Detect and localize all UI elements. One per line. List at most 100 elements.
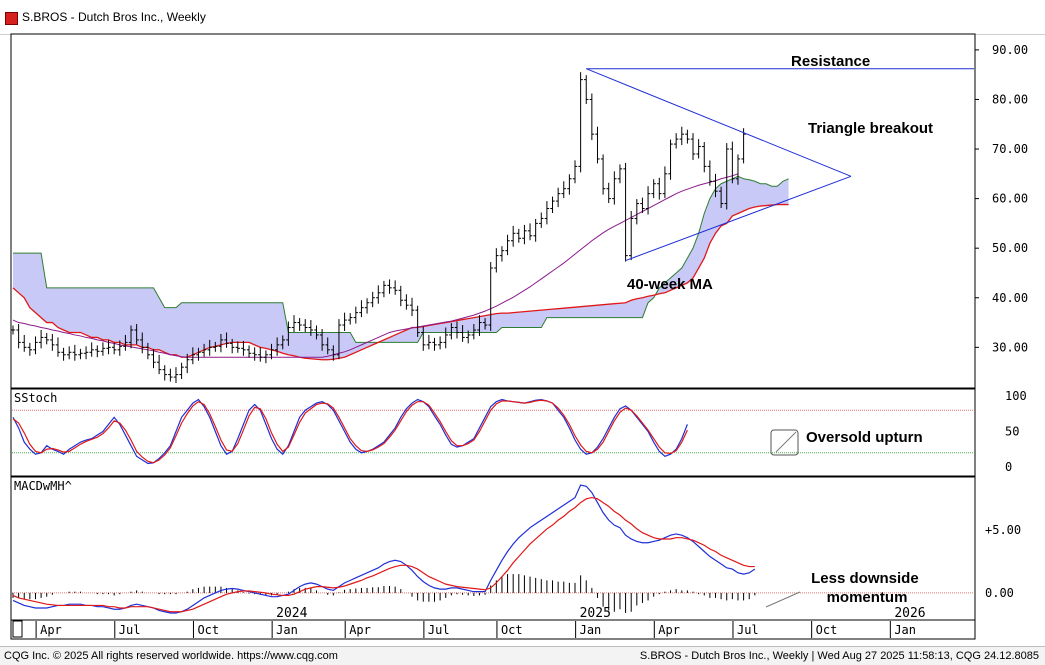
price-bar <box>471 324 477 340</box>
chart-canvas[interactable]: 90.00 80.00 70.00 60.00 50.00 40.00 30.00 100 5… <box>0 0 1045 646</box>
price-bar <box>735 154 741 185</box>
price-bar <box>10 325 16 335</box>
price-bar <box>415 305 420 337</box>
stoch-tick-label: 0 <box>1005 460 1012 474</box>
stoch-tick-label: 50 <box>1005 425 1019 439</box>
macd-panel <box>10 476 976 621</box>
time-tick-label: Jan <box>276 623 298 637</box>
price-bar <box>27 342 33 356</box>
price-bar <box>364 298 370 314</box>
price-bar <box>252 347 257 361</box>
time-tick-label: Oct <box>501 623 523 637</box>
price-bar <box>173 367 179 384</box>
app-icon <box>5 12 18 25</box>
price-bar <box>606 182 611 204</box>
price-bar <box>539 212 544 228</box>
price-bar <box>494 248 499 273</box>
price-bar <box>544 201 550 225</box>
price-bar <box>651 179 656 199</box>
price-bar <box>274 337 280 356</box>
price-bar <box>572 160 578 184</box>
price-tick-label: 50.00 <box>992 241 1028 255</box>
price-bar <box>432 337 437 351</box>
price-bar <box>44 332 49 345</box>
triangle-upper-line <box>586 68 852 177</box>
macd-label: MACDwMH^ <box>14 479 72 493</box>
status-bar: CQG Inc. © 2025 All rights reserved worl… <box>0 646 1045 665</box>
price-bar <box>55 337 61 357</box>
scroll-handle[interactable] <box>12 620 23 638</box>
price-bar <box>662 166 668 199</box>
price-bar <box>145 342 151 360</box>
price-bar <box>398 285 403 307</box>
price-bar <box>584 75 589 104</box>
price-bar <box>623 162 628 262</box>
price-bar <box>718 186 724 209</box>
price-bar <box>128 325 134 349</box>
price-tick-label: 40.00 <box>992 291 1028 305</box>
price-bar <box>741 128 746 164</box>
year-label: 2026 <box>894 606 925 621</box>
price-bar <box>404 294 409 310</box>
price-bar <box>668 139 673 180</box>
price-bar <box>629 211 634 261</box>
price-bar <box>679 126 684 146</box>
time-tick-label: Oct <box>816 623 838 637</box>
price-bar <box>612 171 617 205</box>
oversold-annotation: Oversold upturn <box>806 429 923 446</box>
price-bar <box>89 342 94 357</box>
price-bar <box>724 143 729 210</box>
price-bar <box>510 225 516 247</box>
price-bar <box>460 325 465 342</box>
time-tick-label: Apr <box>658 623 680 637</box>
price-bar <box>527 223 533 241</box>
price-bar <box>286 321 291 346</box>
price-bar <box>213 341 218 352</box>
price-bar <box>117 340 122 356</box>
price-bar <box>561 181 566 199</box>
price-bar <box>16 324 21 349</box>
macd-axis: +5.00 0.00 <box>985 523 1021 600</box>
momentum-annotation: Less downside momentum <box>811 570 923 606</box>
price-bar <box>218 333 224 353</box>
triangle-pattern <box>586 68 974 262</box>
price-bar <box>449 323 454 340</box>
price-bar <box>168 368 173 382</box>
price-bar <box>505 234 510 256</box>
macd-tick-label: +5.00 <box>985 523 1021 537</box>
stoch-tick-label: 100 <box>1005 389 1027 403</box>
price-bar <box>297 318 302 331</box>
price-bar <box>185 353 190 374</box>
price-bar <box>381 280 387 298</box>
price-bar <box>359 300 364 318</box>
macd-tick-label: 0.00 <box>985 586 1014 600</box>
price-bar <box>241 340 246 356</box>
price-bar <box>123 334 128 351</box>
oversold-arrow <box>775 431 797 453</box>
divergence-line <box>765 591 801 608</box>
triangle-lower-line <box>625 175 852 262</box>
price-bar <box>443 327 448 349</box>
price-bar <box>22 334 27 352</box>
price-bar <box>207 339 212 356</box>
macd-line-signal <box>12 496 755 613</box>
chart-info-text: S.BROS - Dutch Bros Inc., Weekly | Wed A… <box>639 650 1039 662</box>
price-bar <box>690 133 696 160</box>
price-bar <box>477 315 482 336</box>
price-bar <box>196 347 201 361</box>
price-bar <box>426 334 432 350</box>
price-bar <box>325 337 330 355</box>
price-bar <box>578 72 583 173</box>
price-bar <box>645 186 651 215</box>
price-bar <box>67 346 72 360</box>
ma-layer <box>12 173 739 358</box>
price-bar <box>229 338 235 354</box>
price-bar <box>437 336 443 350</box>
price-bar <box>376 285 381 304</box>
price-bar <box>179 362 184 380</box>
price-bar <box>280 335 285 350</box>
price-tick-label: 90.00 <box>992 43 1028 57</box>
price-bar <box>140 332 145 354</box>
price-tick-label: 70.00 <box>992 142 1028 156</box>
time-tick-label: Jul <box>737 623 759 637</box>
